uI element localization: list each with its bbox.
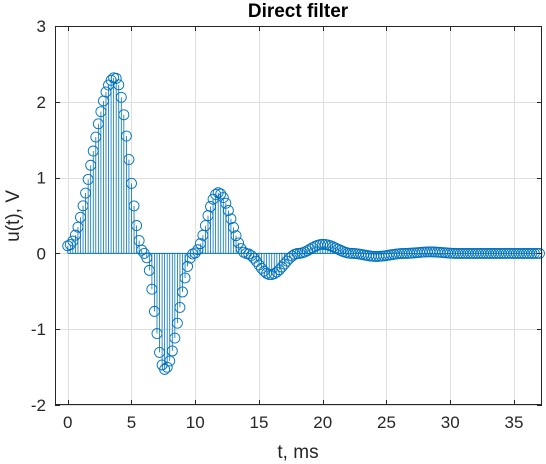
- y-axis-label: u(t), V: [3, 190, 24, 242]
- stem-marker: [110, 72, 122, 84]
- stem-marker: [164, 355, 176, 367]
- stem-marker: [179, 272, 191, 284]
- x-tick-label: 0: [63, 413, 72, 432]
- stem-marker: [141, 252, 153, 264]
- x-tick-label: 15: [250, 413, 269, 432]
- stem-marker: [80, 187, 92, 199]
- y-tick-label: -1: [31, 320, 46, 339]
- stem-marker: [177, 286, 188, 298]
- x-axis-label: t, ms: [277, 442, 318, 463]
- stem-marker: [143, 264, 155, 276]
- stem-marker: [215, 188, 227, 200]
- stem-marker: [534, 247, 545, 259]
- stem-marker: [189, 247, 201, 259]
- stem-marker: [194, 238, 206, 250]
- axes-box: [55, 26, 542, 405]
- chart-title: Direct filter: [248, 1, 349, 22]
- stem-marker: [67, 235, 79, 247]
- stem-marker: [95, 106, 107, 118]
- stem-marker: [169, 332, 181, 344]
- stem-marker: [317, 238, 329, 250]
- stem-marker: [161, 361, 173, 373]
- stem-marker: [291, 248, 303, 259]
- y-tick-label: 2: [37, 93, 46, 112]
- stem-marker: [222, 205, 234, 216]
- x-tick-label: 10: [186, 413, 205, 432]
- stem-marker: [217, 192, 229, 204]
- stem-marker: [87, 145, 99, 157]
- stem-marker: [90, 131, 102, 143]
- x-tick-label: 35: [504, 413, 523, 432]
- stem-marker: [286, 250, 298, 262]
- stem-marker: [118, 109, 130, 121]
- y-tick-label: 1: [37, 169, 46, 188]
- stem-marker: [174, 301, 186, 313]
- stem-marker: [159, 363, 171, 375]
- stem-marker: [263, 269, 275, 280]
- stem-marker: [166, 345, 178, 357]
- stem-marker: [307, 242, 318, 254]
- stem-marker: [123, 154, 135, 165]
- x-tick-label: 30: [441, 413, 460, 432]
- stem-marker: [154, 346, 165, 358]
- stem-marker: [131, 220, 143, 231]
- stem-marker: [100, 86, 112, 98]
- x-tick-label: 25: [377, 413, 396, 432]
- stem-marker: [151, 328, 163, 340]
- y-tick-label: 0: [37, 244, 46, 263]
- stem-marker: [205, 201, 216, 212]
- stem-marker: [210, 188, 222, 200]
- stem-marker: [199, 220, 211, 232]
- y-tick-label: 3: [37, 17, 46, 36]
- stem-marker: [192, 244, 204, 256]
- plot-area: [55, 26, 542, 405]
- stem-marker: [526, 247, 538, 259]
- stem-marker: [136, 244, 148, 256]
- stem-marker: [69, 229, 81, 241]
- stem-marker: [220, 197, 232, 209]
- stem-marker: [72, 221, 84, 233]
- x-tick-labels: 0 5 10 15 20 25 30 35: [63, 413, 523, 432]
- stem-marker: [92, 118, 104, 130]
- stem-marker: [113, 79, 125, 91]
- tick-marks: [55, 26, 542, 406]
- stem-marker: [82, 173, 94, 185]
- stem-marker: [171, 317, 183, 329]
- stem-marker: [238, 246, 250, 258]
- stem-marker: [182, 260, 194, 272]
- stem-marker: [115, 91, 127, 103]
- stem-marker: [64, 239, 76, 251]
- stem-marker: [146, 283, 158, 295]
- stem-marker: [330, 242, 341, 254]
- stem-marker: [77, 200, 89, 212]
- y-tick-labels: -2 -1 0 1 2 3: [31, 17, 46, 415]
- stem-marker: [233, 237, 245, 249]
- stem-marker: [75, 211, 86, 223]
- stem-marker: [126, 177, 137, 189]
- stem-marker: [228, 221, 239, 233]
- x-tick-label: 20: [313, 413, 332, 432]
- x-tick-label: 5: [127, 413, 136, 432]
- stem-marker: [225, 213, 237, 225]
- y-tick-label: -2: [31, 396, 46, 415]
- stem-marker: [148, 305, 160, 317]
- stem-marker: [128, 200, 140, 212]
- stem-marker: [120, 130, 132, 142]
- stem-marker: [230, 230, 242, 242]
- stem-marker: [85, 159, 97, 171]
